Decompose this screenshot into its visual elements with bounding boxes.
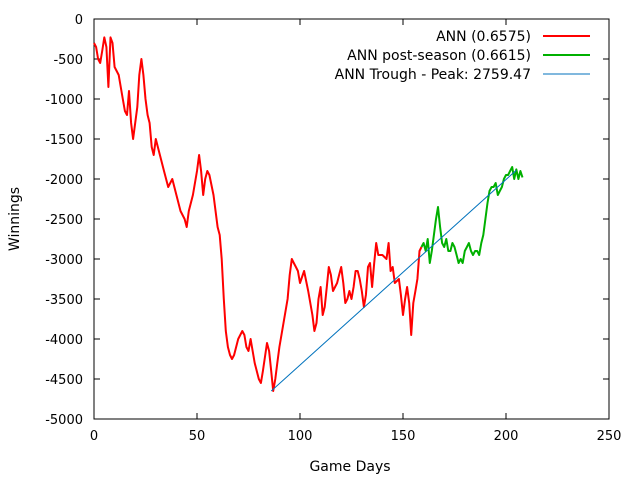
legend-label-2: ANN post-season (0.6615): [347, 48, 531, 64]
x-tick-label: 0: [90, 429, 98, 444]
series-line-3: [270, 169, 517, 392]
x-tick-label: 100: [288, 429, 313, 444]
y-tick-label: 0: [75, 13, 83, 28]
y-tick-label: -4500: [45, 373, 83, 388]
y-tick-label: -1500: [45, 133, 83, 148]
y-tick-label: -500: [53, 53, 83, 68]
x-tick-label: 250: [597, 429, 622, 444]
x-axis-title: Game Days: [309, 459, 390, 475]
legend-label-1: ANN (0.6575): [436, 29, 531, 45]
axis-ticks: 0 50 100 150 200 250 0 -500 -1000 -1500 -2000 -2500…: [45, 13, 621, 444]
y-tick-label: -1000: [45, 93, 83, 108]
y-tick-label: -2000: [45, 173, 83, 188]
series-lines: [93, 36, 524, 392]
legend: ANN (0.6575) ANN post-season (0.6615) ANN …: [335, 29, 590, 83]
y-tick-label: -3000: [45, 253, 83, 268]
x-tick-label: 150: [391, 429, 416, 444]
y-tick-label: -2500: [45, 213, 83, 228]
y-tick-label: -4000: [45, 333, 83, 348]
y-axis-title: Winnings: [7, 187, 23, 251]
series-line-2: [420, 166, 524, 264]
x-tick-label: 200: [494, 429, 519, 444]
y-tick-label: -5000: [45, 413, 83, 428]
y-tick-label: -3500: [45, 293, 83, 308]
series-line-1: [93, 36, 423, 392]
legend-label-3: ANN Trough - Peak: 2759.47: [335, 67, 531, 83]
x-tick-label: 50: [189, 429, 206, 444]
